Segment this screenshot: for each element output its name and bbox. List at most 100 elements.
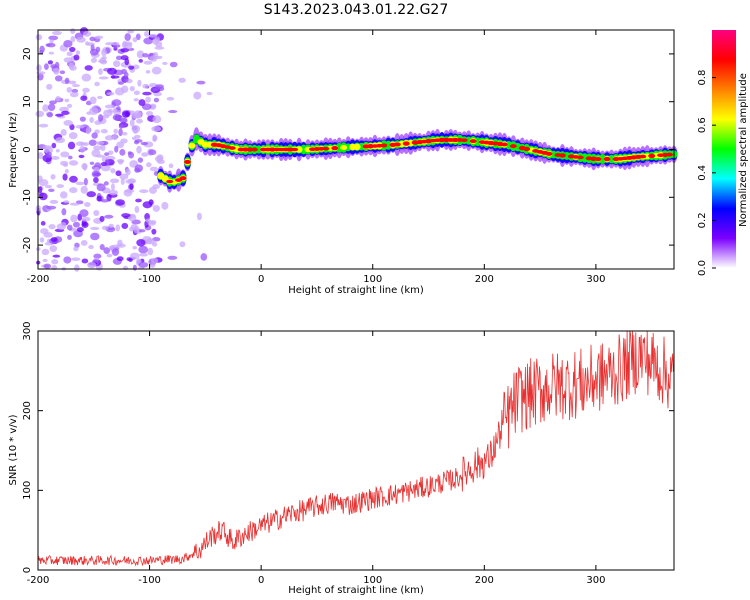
noise-cell [63,200,70,204]
noise-cell [80,185,88,194]
noise-cell [166,96,175,101]
noise-cell [101,114,110,119]
noise-cell [71,83,81,88]
x-tick-label: 0 [258,575,264,586]
noise-cell [51,30,62,36]
noise-cell [69,46,76,52]
noise-cell [90,57,98,63]
snr-series-line [37,330,674,567]
x-tick-label: 200 [475,575,494,586]
noise-cell [131,136,137,140]
noise-cell [142,83,149,89]
noise-cell [104,135,115,141]
noise-cell [50,174,56,180]
noise-cell [80,95,88,101]
noise-cell [149,166,159,172]
noise-cell [67,141,76,150]
noise-cell [93,253,102,259]
noise-cell [41,248,50,256]
noise-cell [48,188,55,193]
noise-cell [66,87,73,93]
noise-cell [44,184,52,189]
y-tick-label: 300 [22,321,33,340]
ridge-cell [184,159,192,165]
noise-cell [156,154,164,162]
colorbar-tick-label: 0.6 [697,117,708,133]
ridge-cell [599,154,607,165]
noise-cell [137,157,144,163]
x-tick-label: 0 [258,274,264,285]
noise-cell [46,205,57,210]
noise-cell [70,36,76,43]
noise-cell [133,140,140,145]
noise-cell [88,139,97,146]
noise-cell [120,178,125,185]
noise-cell [99,215,105,222]
ridge-cell [322,146,330,151]
ridge-cell [393,142,401,147]
noise-cell [81,216,91,222]
spectrogram-marks [35,27,678,272]
noise-cell [148,33,158,38]
noise-cell [76,36,86,43]
noise-cell [35,110,45,118]
noise-cell [84,65,93,71]
noise-cell [127,178,137,184]
noise-cell [53,67,60,75]
noise-cell [75,141,85,147]
noise-cell [145,218,151,223]
noise-cell [200,253,208,261]
noise-cell [42,258,48,263]
noise-cell [47,103,56,111]
noise-cell [117,81,124,85]
noise-cell [120,138,128,144]
noise-cell [151,125,162,132]
ridge-cell [523,146,531,152]
noise-cell [98,68,103,75]
noise-cell [63,119,73,126]
noise-cell [133,110,142,119]
spectrogram-y-axis-label: Frequency (Hz) [8,112,19,188]
noise-cell [82,87,90,93]
noise-cell [55,137,66,144]
noise-cell [138,99,146,107]
noise-cell [48,224,56,230]
noise-cell [76,227,84,233]
noise-cell [79,116,86,122]
noise-cell [68,132,78,140]
noise-cell [147,237,153,244]
noise-cell [128,258,133,262]
snr-y-axis-label: SNR (10 * v/v) [8,414,19,485]
noise-cell [82,30,92,37]
ridge-cell [295,146,303,153]
y-tick-label: 0 [22,567,33,573]
snr-x-axis-label: Height of straight line (km) [288,585,424,596]
noise-cell [115,224,121,232]
noise-cell [193,91,202,100]
ridge-cell [166,179,174,184]
noise-cell [59,70,66,75]
colorbar-ticks: 0.0 0.2 0.4 0.6 0.8 [697,70,716,276]
noise-cell [115,170,122,177]
noise-cell [128,151,135,159]
ridge-cell [291,147,299,152]
ridge-cell [250,147,258,152]
noise-cell [148,149,157,156]
noise-cell [140,141,149,146]
noise-cell [66,224,73,231]
noise-cell [68,80,77,85]
ridge-cell [576,155,584,160]
noise-cell [66,51,73,57]
ridge-cell [179,176,187,181]
noise-cell [54,75,63,82]
noise-cell [60,128,67,136]
noise-cell [95,141,105,145]
noise-cell [206,91,213,96]
noise-cell [71,257,81,262]
noise-cell [100,129,108,134]
noise-cell [39,50,44,54]
figure-title: S143.2023.043.01.22.G27 [264,2,449,18]
noise-cell [152,115,162,124]
noise-cell [46,42,56,48]
